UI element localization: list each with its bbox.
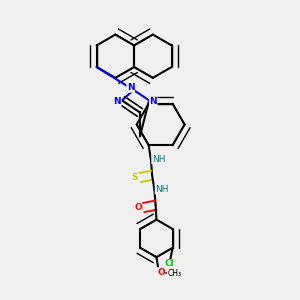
Text: N: N: [149, 97, 157, 106]
Text: NH: NH: [155, 185, 169, 194]
Text: CH₃: CH₃: [167, 268, 182, 278]
Text: NH: NH: [152, 155, 165, 164]
Text: O: O: [134, 203, 142, 212]
Text: S: S: [131, 173, 138, 182]
Text: N: N: [114, 97, 121, 106]
Text: O: O: [157, 268, 165, 277]
Text: N: N: [127, 83, 134, 92]
Text: Cl: Cl: [165, 260, 175, 268]
